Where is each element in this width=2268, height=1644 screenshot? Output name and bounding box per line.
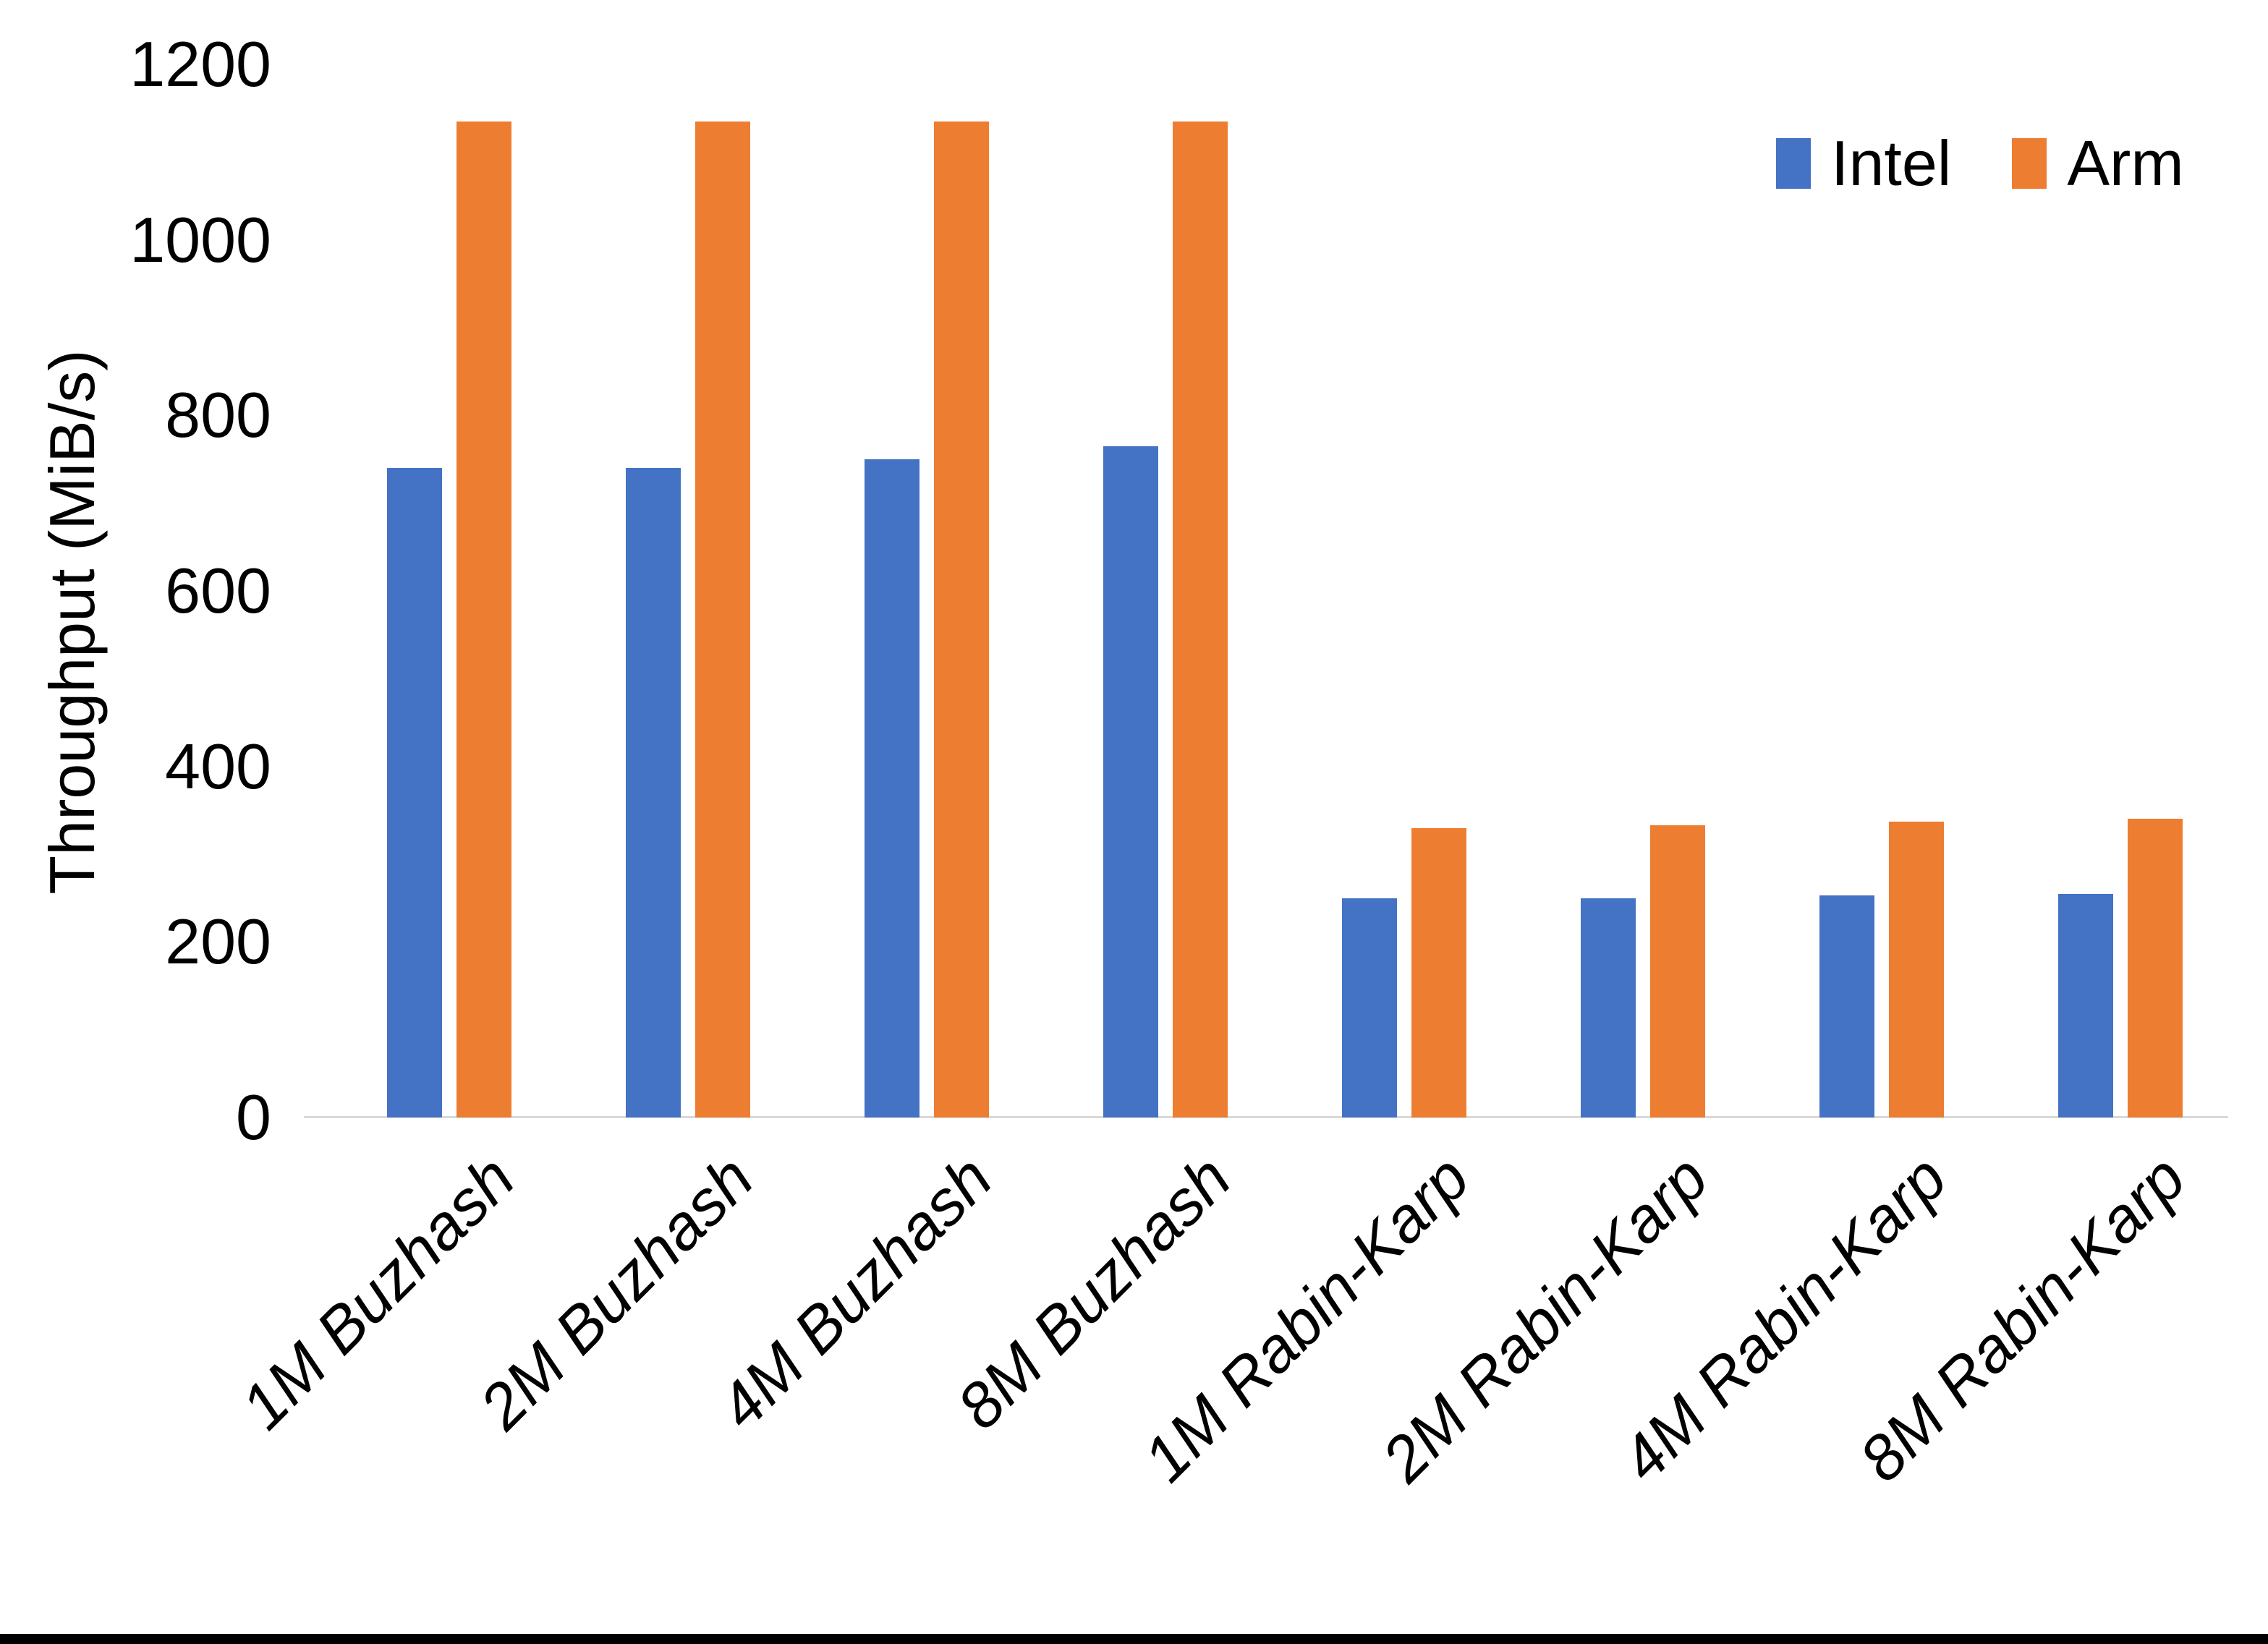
x-axis-line: [304, 1116, 2228, 1118]
bottom-border: [0, 1634, 2268, 1644]
y-tick-400: 400: [165, 730, 271, 802]
bar-arm-2m-buzhash: [695, 122, 750, 1117]
bar-arm-8m-rabin-karp: [2128, 819, 2183, 1117]
bar-intel-4m-buzhash: [865, 459, 919, 1117]
bar-arm-1m-rabin-karp: [1411, 828, 1466, 1117]
bar-arm-8m-buzhash: [1173, 122, 1228, 1117]
legend-swatch-intel: [1776, 138, 1811, 189]
legend-item-intel: Intel: [1776, 129, 1951, 198]
bar-arm-4m-rabin-karp: [1889, 822, 1944, 1117]
y-tick-200: 200: [165, 906, 271, 978]
bar-intel-2m-rabin-karp: [1581, 898, 1636, 1117]
bar-arm-1m-buzhash: [456, 122, 511, 1117]
legend-item-arm: Arm: [2012, 127, 2184, 199]
legend-label-intel: Intel: [1831, 127, 1952, 199]
bar-intel-1m-buzhash: [387, 468, 442, 1117]
bar-arm-4m-buzhash: [934, 122, 989, 1117]
y-tick-800: 800: [165, 379, 271, 451]
bar-intel-2m-buzhash: [626, 468, 681, 1117]
bar-intel-8m-buzhash: [1103, 446, 1158, 1117]
y-axis-title: Throughput (MiB/s): [36, 349, 108, 895]
y-tick-0: 0: [236, 1081, 271, 1153]
bar-intel-8m-rabin-karp: [2058, 894, 2113, 1117]
legend: Intel Arm: [1776, 129, 2184, 198]
bar-intel-1m-rabin-karp: [1342, 898, 1397, 1117]
legend-label-arm: Arm: [2067, 127, 2184, 199]
y-tick-1200: 1200: [129, 28, 271, 100]
bar-intel-4m-rabin-karp: [1819, 895, 1874, 1117]
y-tick-1000: 1000: [129, 203, 271, 276]
y-tick-600: 600: [165, 555, 271, 626]
bar-arm-2m-rabin-karp: [1650, 825, 1705, 1117]
legend-swatch-arm: [2012, 138, 2047, 189]
